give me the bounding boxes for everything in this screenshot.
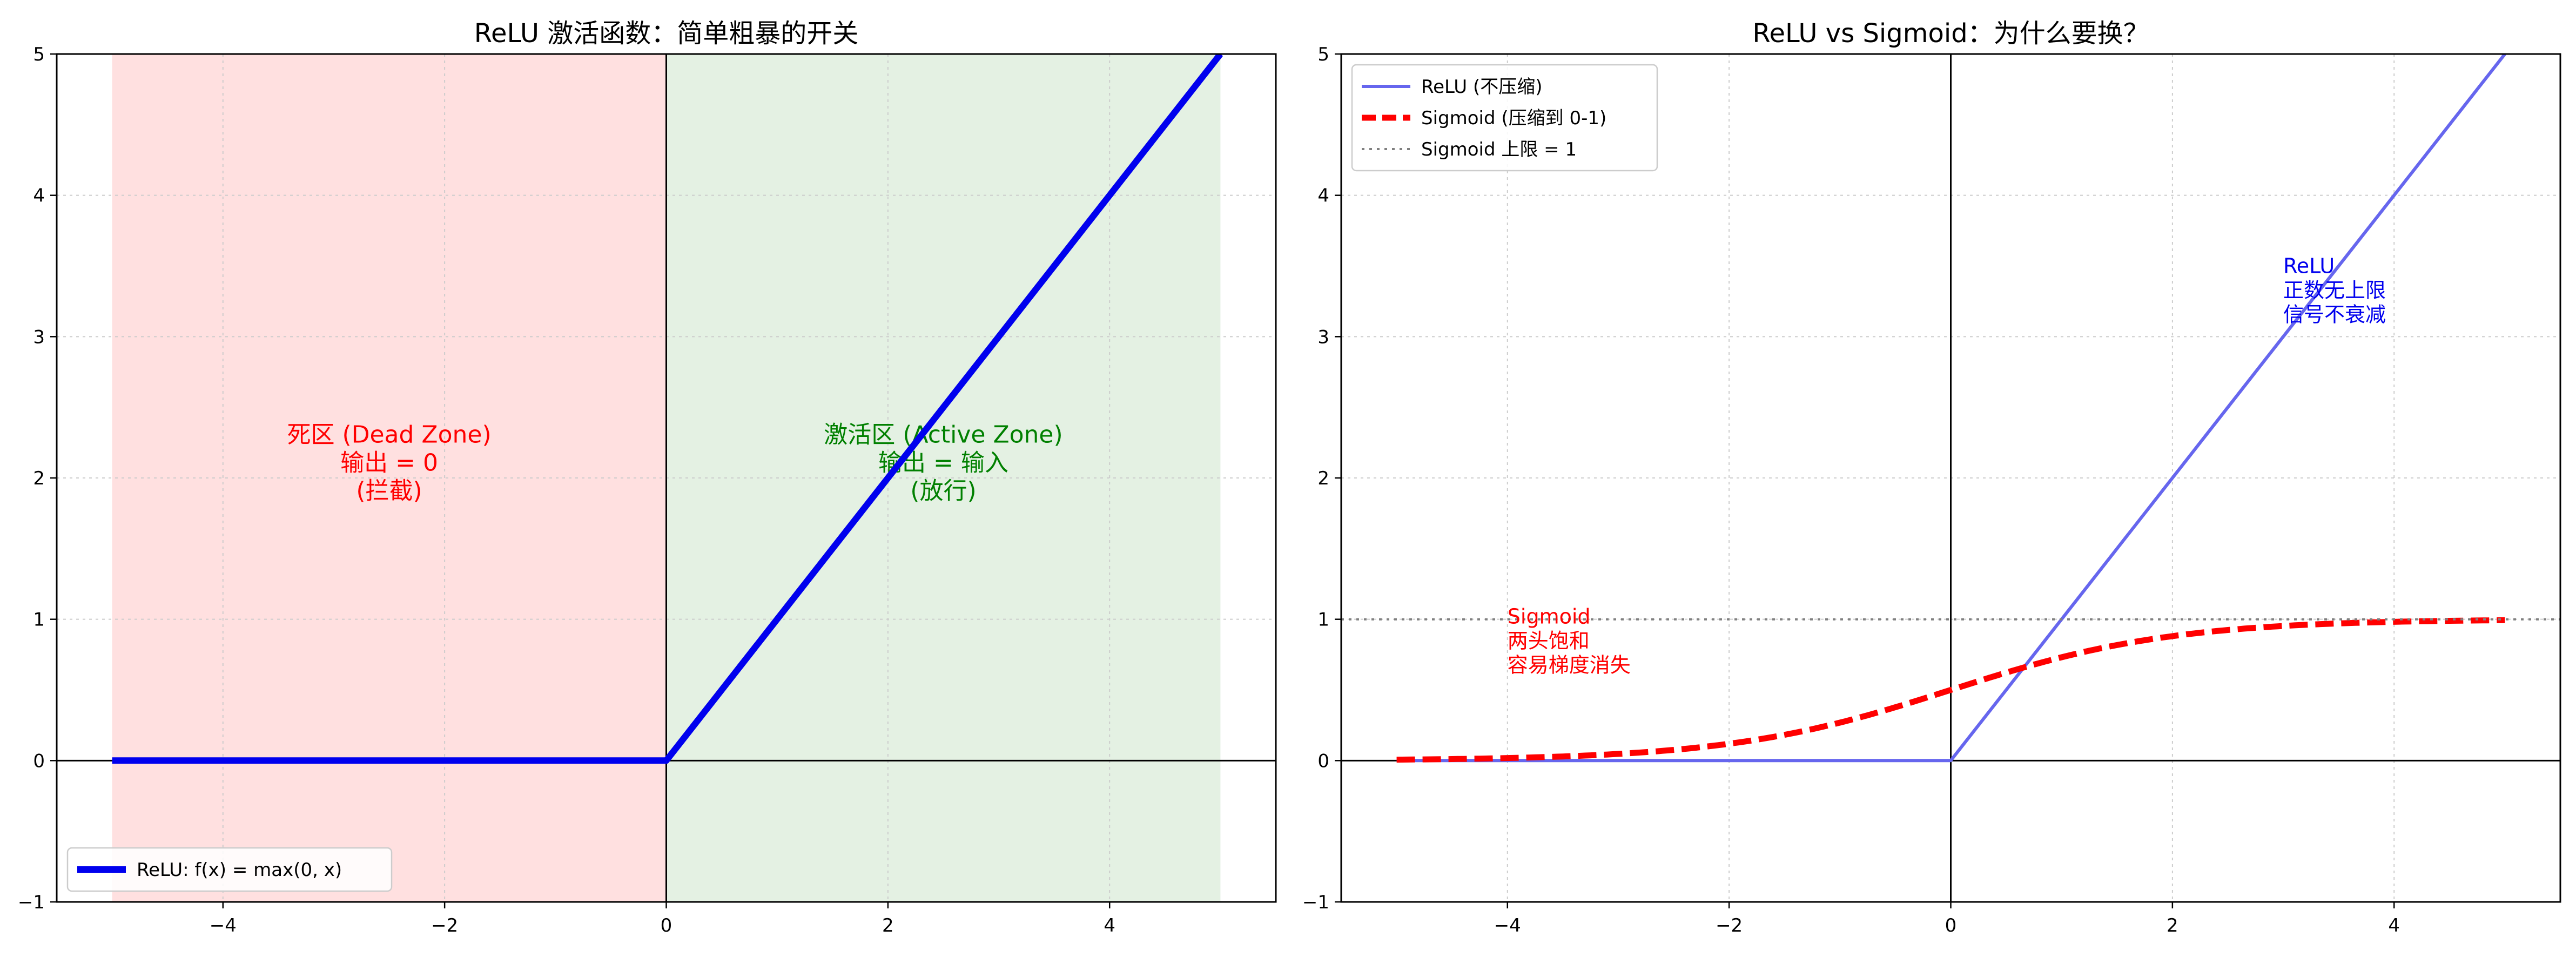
x-tick-label: 2 [2167,915,2178,936]
y-tick-label: 1 [1317,609,1329,631]
legend: ReLU: f(x) = max(0, x) [66,847,393,892]
chart-title: ReLU vs Sigmoid：为什么要换？ [1752,18,2149,49]
annotation-1: ReLU 正数无上限信号不衰减 [2283,254,2386,327]
x-tick-label: 4 [2388,915,2400,936]
chart-title: ReLU 激活函数：简单粗暴的开关 [474,18,858,49]
legend-box [66,847,393,892]
x-tick-label: 0 [661,915,672,936]
y-tick-label: 5 [1317,44,1329,65]
y-tick-label: 2 [1317,468,1329,489]
x-tick-label: 2 [882,915,894,936]
legend-label: ReLU: f(x) = max(0, x) [137,859,342,881]
y-tick-label: 0 [33,750,45,772]
panel-2: ReLU vs Sigmoid：为什么要换？ ReLU 正数无上限信号不衰减 Sigm… [1302,18,2561,936]
annotation-2: Sigmoid 两头饱和容易梯度消失 [1508,605,1631,677]
legend-label: Sigmoid 上限 = 1 [1421,139,1577,160]
legend: ReLU (不压缩) Sigmoid (压缩到 0-1) Sigmoid 上限 = … [1351,64,1658,172]
region-label-2: 激活区 (Active Zone)输出 = 输入(放行) [824,421,1062,505]
plot-area: 死区 (Dead Zone)输出 = 0 (拦截) 激活区 (Active Zone… [57,54,1276,902]
plot-area: ReLU 正数无上限信号不衰减 Sigmoid 两头饱和容易梯度消失 [1341,54,2560,902]
y-tick-label: 4 [33,185,45,207]
y-tick-label: 3 [33,326,45,348]
x-tick-label: −4 [210,915,237,936]
x-tick-label: 4 [1104,915,1115,936]
legend-label: Sigmoid (压缩到 0-1) [1421,107,1606,129]
legend-label: ReLU (不压缩) [1421,76,1543,98]
y-tick-label: 2 [33,468,45,489]
series-line-2 [1396,617,2505,763]
x-tick-label: −2 [431,915,458,936]
x-tick-label: −4 [1494,915,1521,936]
y-tick-label: 0 [1317,750,1329,772]
y-tick-label: −1 [1302,892,1329,913]
series-line-1 [112,54,1223,764]
region-label-1: 死区 (Dead Zone)输出 = 0 (拦截) [287,421,491,505]
y-tick-label: 4 [1317,185,1329,207]
x-tick-label: 0 [1945,915,1957,936]
legend-box [1351,64,1658,172]
y-tick-label: −1 [18,892,45,913]
y-tick-label: 5 [33,44,45,65]
x-tick-label: −2 [1716,915,1743,936]
y-tick-label: 3 [1317,326,1329,348]
y-tick-label: 1 [33,609,45,631]
series-line-1 [1396,54,2506,763]
